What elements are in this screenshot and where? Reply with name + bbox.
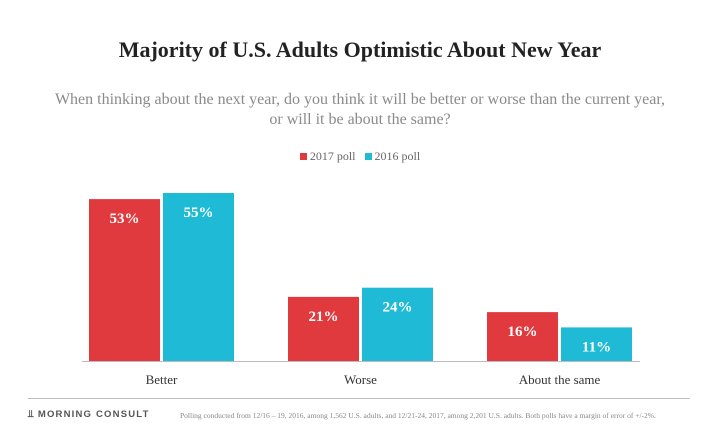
chart-title: Majority of U.S. Adults Optimistic About…	[118, 37, 602, 62]
bar-worse-2016-poll	[362, 287, 433, 361]
data-label: 16%	[508, 324, 538, 340]
legend-item-2016: 2016 poll	[364, 149, 421, 164]
data-label: 21%	[309, 309, 339, 325]
data-label: 24%	[383, 300, 413, 316]
legend-label-2017: 2017 poll	[309, 149, 356, 163]
brand-logo: ⫫ MORNING CONSULT	[28, 409, 150, 420]
category-label: Better	[146, 372, 178, 387]
bar-better-2016-poll	[163, 193, 234, 361]
legend: 2017 poll 2016 poll	[0, 149, 720, 164]
data-label: 55%	[184, 205, 214, 221]
bar-about-the-same-2016-poll	[561, 327, 632, 361]
footer-divider	[28, 398, 690, 399]
legend-swatch-2017	[299, 153, 307, 160]
bar-worse-2017-poll	[288, 296, 359, 361]
legend-swatch-2016	[364, 153, 372, 160]
category-label: Worse	[344, 372, 377, 387]
legend-label-2016: 2016 poll	[374, 149, 421, 163]
legend-item-2017: 2017 poll	[299, 149, 356, 164]
brand-name: MORNING CONSULT	[37, 409, 150, 420]
morning-consult-logo-icon: ⫫	[28, 409, 35, 420]
data-label: 53%	[110, 211, 140, 227]
methodology-note: Polling conducted from 12/16 – 19, 2016,…	[180, 411, 656, 420]
category-label: About the same	[519, 372, 601, 387]
bar-about-the-same-2017-poll	[487, 312, 558, 361]
bar-better-2017-poll	[89, 199, 160, 361]
chart-subtitle: When thinking about the next year, do yo…	[54, 91, 666, 128]
data-label: 11%	[582, 339, 611, 355]
